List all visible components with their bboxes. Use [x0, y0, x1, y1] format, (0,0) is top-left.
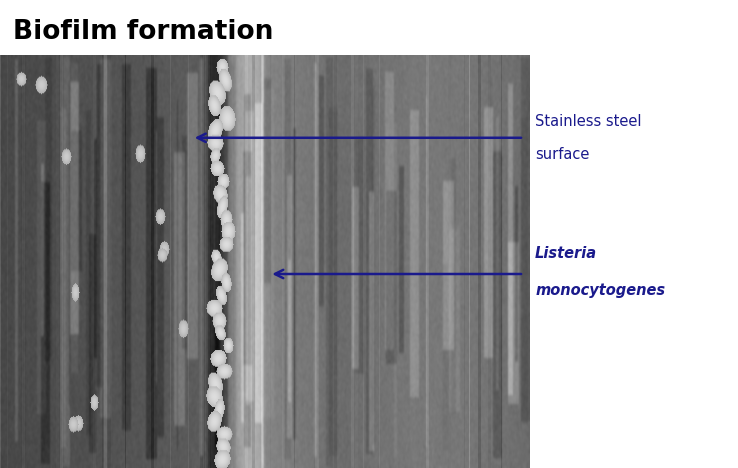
- Text: Listeria: Listeria: [535, 246, 597, 261]
- Text: Biofilm formation: Biofilm formation: [13, 19, 274, 45]
- FancyArrowPatch shape: [275, 270, 521, 278]
- Text: surface: surface: [535, 147, 590, 162]
- Text: Stainless steel: Stainless steel: [535, 114, 641, 129]
- FancyArrowPatch shape: [198, 133, 521, 142]
- Text: monocytogenes: monocytogenes: [535, 283, 665, 298]
